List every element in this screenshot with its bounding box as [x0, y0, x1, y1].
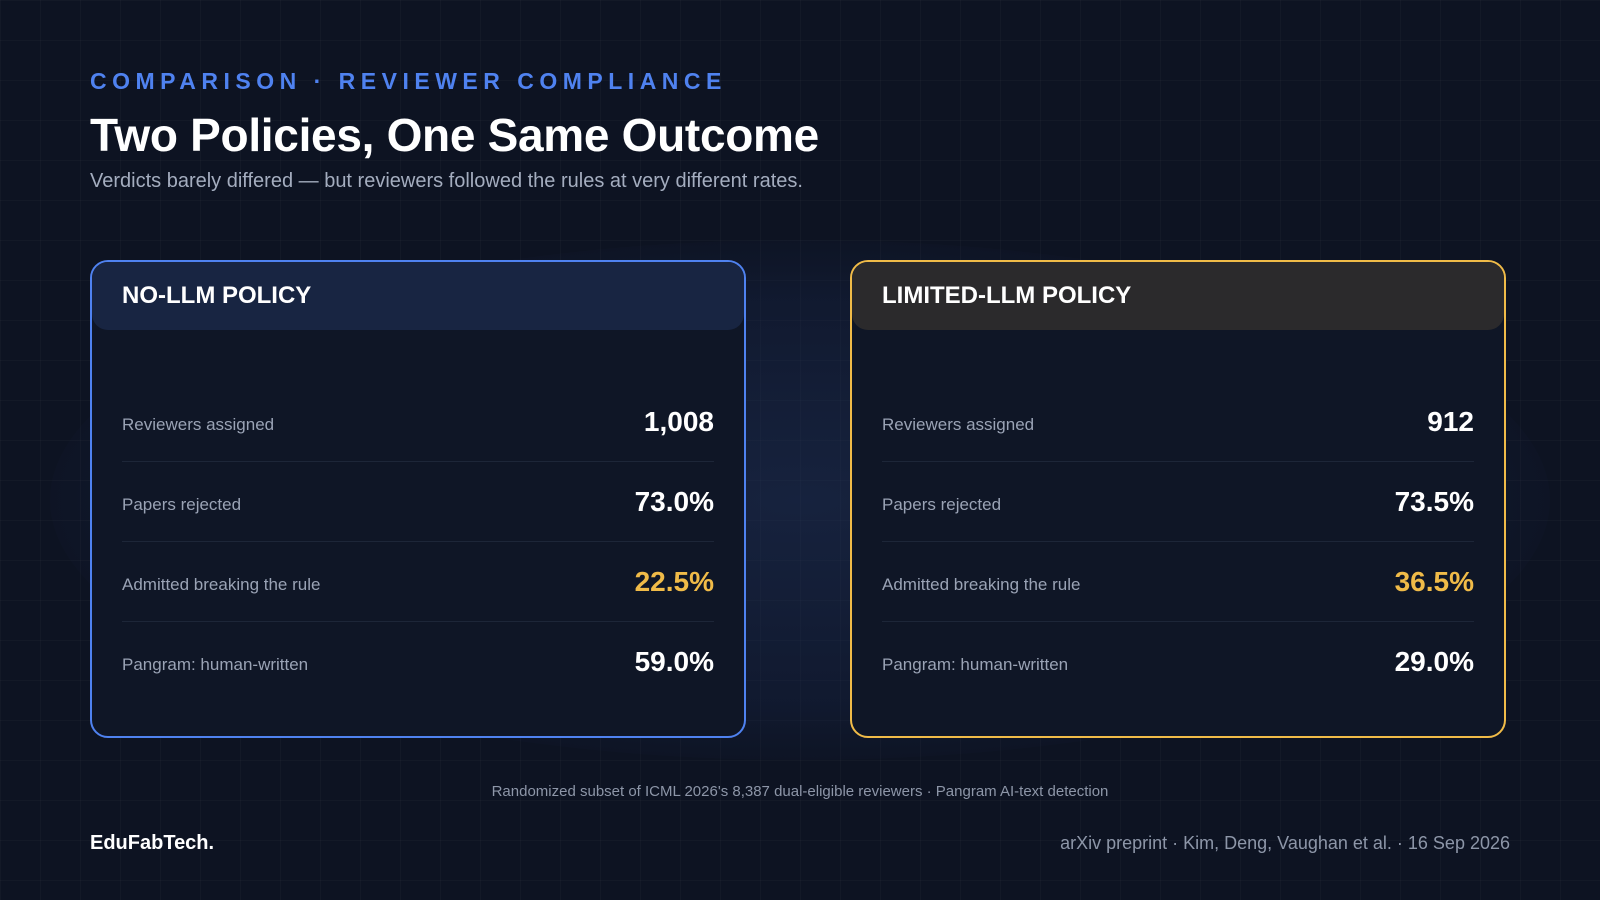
metric-value: 912 — [1427, 405, 1474, 437]
metric-row-admitted-breaking-rule: Admitted breaking the rule 22.5% — [122, 542, 714, 622]
metric-value-highlight: 22.5% — [634, 565, 714, 597]
metric-value: 73.0% — [634, 485, 714, 517]
metric-label: Pangram: human-written — [882, 655, 1069, 674]
limited-llm-policy-card: LIMITED-LLM POLICY Reviewers assigned 91… — [850, 260, 1506, 738]
metric-label: Admitted breaking the rule — [882, 574, 1081, 594]
page-title: Two Policies, One Same Outcome — [90, 109, 819, 161]
card-header: LIMITED-LLM POLICY — [852, 262, 1504, 330]
metrics-list: Reviewers assigned 1,008 Papers rejected… — [122, 382, 714, 702]
metric-row-papers-rejected: Papers rejected 73.0% — [122, 462, 714, 542]
metric-value: 1,008 — [643, 405, 714, 437]
metric-row-admitted-breaking-rule: Admitted breaking the rule 36.5% — [882, 542, 1474, 622]
metric-row-reviewers-assigned: Reviewers assigned 1,008 — [122, 382, 714, 462]
metric-label: Reviewers assigned — [882, 414, 1035, 434]
metric-label: Papers rejected — [122, 494, 242, 514]
metric-value: 29.0% — [1394, 646, 1474, 677]
metric-label: Pangram: human-written — [122, 655, 309, 674]
section-eyebrow: COMPARISON · REVIEWER COMPLIANCE — [90, 68, 727, 94]
source-footnote: Randomized subset of ICML 2026's 8,387 d… — [491, 783, 1109, 800]
metric-value-highlight: 36.5% — [1394, 565, 1474, 597]
metric-row-papers-rejected: Papers rejected 73.5% — [882, 462, 1474, 542]
brand-logo: EduFabTech. — [90, 832, 215, 854]
citation: arXiv preprint · Kim, Deng, Vaughan et a… — [1060, 833, 1510, 853]
metric-label: Admitted breaking the rule — [122, 574, 321, 594]
metric-value: 73.5% — [1394, 485, 1474, 517]
metric-label: Reviewers assigned — [122, 414, 275, 434]
metric-row-reviewers-assigned: Reviewers assigned 912 — [882, 382, 1474, 462]
metric-label: Papers rejected — [882, 494, 1002, 514]
metric-row-pangram-human-written: Pangram: human-written 59.0% — [122, 622, 714, 702]
page-subtitle: Verdicts barely differed — but reviewers… — [90, 170, 803, 192]
card-header: NO-LLM POLICY — [92, 262, 744, 330]
no-llm-policy-card: NO-LLM POLICY Reviewers assigned 1,008 P… — [90, 260, 746, 738]
metric-row-pangram-human-written: Pangram: human-written 29.0% — [882, 622, 1474, 702]
metrics-list: Reviewers assigned 912 Papers rejected 7… — [882, 382, 1474, 702]
metric-value: 59.0% — [634, 646, 714, 677]
